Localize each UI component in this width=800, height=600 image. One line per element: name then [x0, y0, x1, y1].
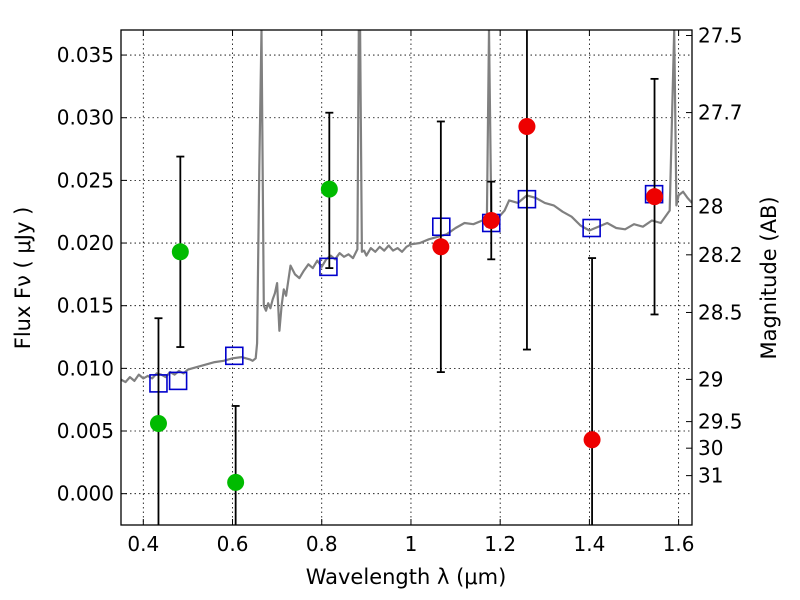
- mag-tick-label: 31: [698, 464, 723, 488]
- y-tick-label: 0.015: [57, 294, 114, 318]
- x-tick-label: 1.6: [663, 532, 695, 556]
- model-photometry-square: [582, 218, 601, 238]
- photometry-point: [432, 238, 450, 256]
- x-tick-label: 1.4: [573, 532, 605, 556]
- y-tick-label: 0.005: [57, 419, 114, 443]
- mag-tick-label: 28.2: [698, 243, 743, 267]
- photometry-point: [227, 473, 245, 491]
- mag-tick-label: 27.7: [698, 101, 743, 125]
- photometry-point: [149, 414, 167, 432]
- photometry-point: [518, 117, 536, 135]
- photometry-point: [583, 431, 601, 449]
- x-tick-label: 1: [405, 532, 418, 556]
- photometry-point: [646, 188, 664, 206]
- y-tick-label: 0.020: [57, 231, 114, 255]
- y-axis-label: Flux Fν ( μJy ): [11, 207, 35, 350]
- photometry-point: [171, 243, 189, 261]
- y-tick-label: 0.030: [57, 106, 114, 130]
- y-tick-label: 0.025: [57, 168, 114, 192]
- mag-tick-label: 27.5: [698, 24, 743, 48]
- mag-tick-label: 29: [698, 367, 723, 391]
- mag-tick-label: 29.5: [698, 410, 743, 434]
- y-tick-label: 0.035: [57, 43, 114, 67]
- mag-tick-label: 28: [698, 195, 723, 219]
- plot-area: [121, 30, 692, 525]
- x-tick-label: 0.8: [306, 532, 338, 556]
- model-photometry-square: [225, 346, 244, 366]
- plot-frame: [120, 29, 693, 526]
- photometry-point: [320, 180, 338, 198]
- model-photometry-square: [168, 371, 188, 391]
- y-tick-label: 0.010: [57, 356, 114, 380]
- grid-lines: [121, 30, 692, 525]
- y-tick-label: 0.000: [57, 482, 114, 506]
- axis-ticks: 0.4 0.6 0.8 1 1.2 1.4 1.6 0.000 0.005 0.010 0.015 0…: [57, 24, 743, 556]
- mag-tick-label: 28.5: [698, 300, 743, 324]
- x-axis-label: Wavelength λ (μm): [306, 565, 507, 589]
- x-tick-label: 0.4: [127, 532, 159, 556]
- photometry-point: [482, 211, 500, 229]
- x-tick-label: 1.2: [484, 532, 516, 556]
- x-tick-label: 0.6: [217, 532, 249, 556]
- mag-tick-label: 30: [698, 436, 723, 460]
- y2-axis-label: Magnitude (AB): [757, 196, 781, 359]
- spectrum-line: [121, 30, 692, 384]
